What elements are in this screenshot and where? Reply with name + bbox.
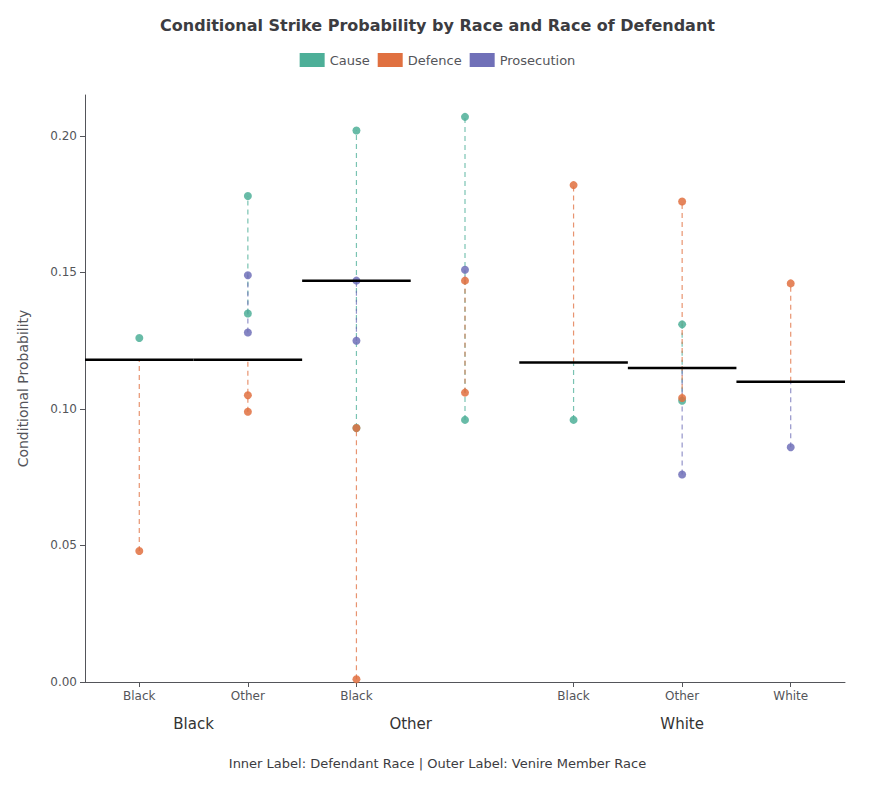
- svg-text:Black: Black: [557, 689, 590, 703]
- svg-text:Prosecution: Prosecution: [500, 53, 576, 68]
- svg-text:Defence: Defence: [408, 53, 462, 68]
- svg-text:Other: Other: [389, 715, 432, 733]
- svg-text:Black: Black: [173, 715, 214, 733]
- svg-text:Black: Black: [340, 689, 373, 703]
- svg-text:0.20: 0.20: [50, 129, 77, 143]
- svg-text:White: White: [773, 689, 808, 703]
- svg-text:Other: Other: [231, 689, 265, 703]
- svg-text:Conditional Strike Probability: Conditional Strike Probability by Race a…: [160, 16, 715, 35]
- svg-text:Inner Label: Defendant Race |: Inner Label: Defendant Race | Outer Labe…: [229, 756, 646, 771]
- svg-text:0.10: 0.10: [50, 402, 77, 416]
- svg-text:0.00: 0.00: [50, 675, 77, 689]
- svg-text:Black: Black: [123, 689, 156, 703]
- svg-text:Cause: Cause: [330, 53, 370, 68]
- svg-text:Conditional Probability: Conditional Probability: [15, 310, 31, 468]
- svg-text:0.15: 0.15: [50, 265, 77, 279]
- svg-text:White: White: [660, 715, 704, 733]
- svg-text:Other: Other: [665, 689, 699, 703]
- svg-text:0.05: 0.05: [50, 538, 77, 552]
